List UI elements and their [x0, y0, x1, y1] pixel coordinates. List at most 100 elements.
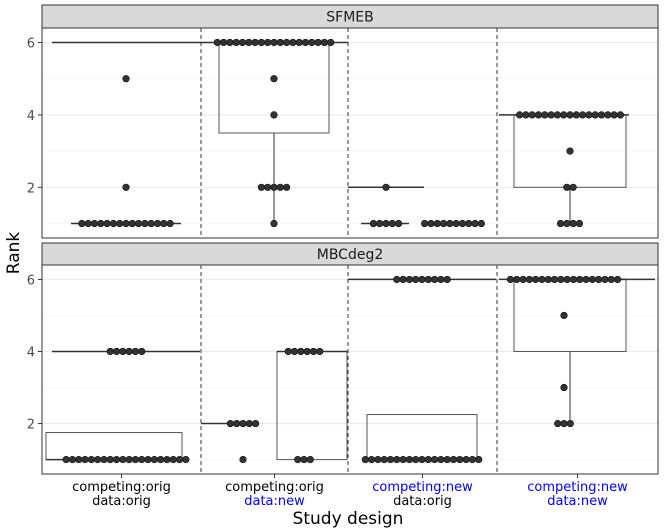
data-point	[81, 455, 89, 464]
data-point	[103, 219, 111, 228]
data-point	[560, 419, 568, 428]
data-point	[257, 38, 266, 47]
plot-background	[42, 28, 658, 238]
data-point	[150, 455, 158, 464]
data-point	[597, 111, 606, 119]
data-point	[283, 183, 291, 191]
data-point	[257, 183, 266, 191]
x-tick-label-line1: competing:orig	[225, 480, 324, 495]
data-point	[388, 219, 396, 228]
data-point	[226, 38, 234, 47]
data-point	[290, 347, 299, 356]
data-point	[462, 455, 470, 464]
data-point	[382, 219, 390, 228]
data-point	[78, 219, 86, 228]
data-point	[475, 455, 483, 464]
data-point	[213, 38, 221, 47]
panel-border	[41, 264, 659, 475]
x-tick-label-line1: competing:orig	[72, 480, 171, 495]
data-point	[607, 275, 615, 284]
data-point	[109, 219, 117, 228]
data-point	[245, 38, 253, 47]
data-point	[595, 275, 603, 284]
data-point	[578, 111, 587, 119]
data-point	[458, 219, 467, 228]
data-point	[97, 219, 105, 228]
x-axis-title: Study design	[293, 509, 404, 529]
data-point	[591, 111, 599, 119]
data-point	[369, 219, 378, 228]
data-point	[283, 38, 291, 47]
x-tick-label-line1: competing:new	[527, 480, 628, 495]
data-point	[437, 455, 445, 464]
data-point	[585, 111, 593, 119]
data-point	[226, 419, 234, 428]
data-point	[300, 455, 308, 464]
data-point	[399, 455, 407, 464]
data-point	[412, 455, 420, 464]
data-point	[316, 347, 324, 356]
data-point	[566, 147, 574, 155]
data-point	[566, 111, 574, 119]
data-point	[306, 455, 314, 464]
data-point	[556, 219, 565, 228]
data-point	[301, 38, 310, 47]
data-point	[84, 219, 92, 228]
data-point	[270, 219, 278, 228]
data-point	[175, 455, 184, 464]
x-tick-labels: competing:origdata:origcompeting:origdat…	[72, 474, 628, 509]
x-tick-label-line2: data:new	[244, 494, 305, 509]
data-point	[566, 419, 574, 428]
data-point	[433, 219, 441, 228]
panel-border	[41, 27, 659, 239]
data-point	[131, 455, 140, 464]
data-point	[361, 455, 369, 464]
data-point	[122, 183, 130, 191]
data-point	[443, 455, 451, 464]
data-point	[382, 183, 390, 191]
data-point	[327, 38, 335, 47]
data-point	[112, 455, 121, 464]
data-point	[437, 275, 445, 284]
data-point	[112, 347, 121, 356]
x-tick-label-line2: data:orig	[92, 494, 151, 509]
data-point	[147, 219, 155, 228]
data-point	[477, 219, 485, 228]
data-point	[424, 275, 432, 284]
data-point	[153, 219, 162, 228]
data-point	[525, 275, 533, 284]
data-point	[569, 219, 577, 228]
data-point	[560, 383, 568, 392]
data-point	[547, 111, 555, 119]
plot-background	[42, 265, 658, 474]
y-axis-title: Rank	[4, 232, 24, 275]
data-point	[544, 275, 552, 284]
data-point	[424, 455, 432, 464]
data-point	[405, 275, 414, 284]
data-point	[439, 219, 448, 228]
data-point	[534, 111, 543, 119]
x-tick-label-line2: data:new	[547, 494, 608, 509]
data-point	[563, 275, 571, 284]
data-point	[276, 38, 284, 47]
panels: SFMEB 2 4 6 MBCdeg2 2 4 6	[27, 4, 659, 475]
data-point	[239, 455, 247, 464]
data-point	[303, 347, 311, 356]
data-point	[393, 275, 401, 284]
y-tick-label: 2	[27, 418, 35, 433]
data-point	[449, 455, 458, 464]
data-point	[87, 455, 95, 464]
data-point	[106, 347, 114, 356]
data-point	[90, 219, 99, 228]
y-tick-label: 2	[27, 181, 35, 196]
data-point	[572, 111, 580, 119]
data-point	[166, 219, 174, 228]
data-point	[144, 455, 152, 464]
data-point	[538, 275, 546, 284]
data-point	[560, 311, 568, 320]
data-point	[182, 455, 190, 464]
data-point	[601, 275, 609, 284]
data-point	[122, 75, 130, 83]
data-point	[616, 111, 625, 119]
data-point	[106, 455, 114, 464]
